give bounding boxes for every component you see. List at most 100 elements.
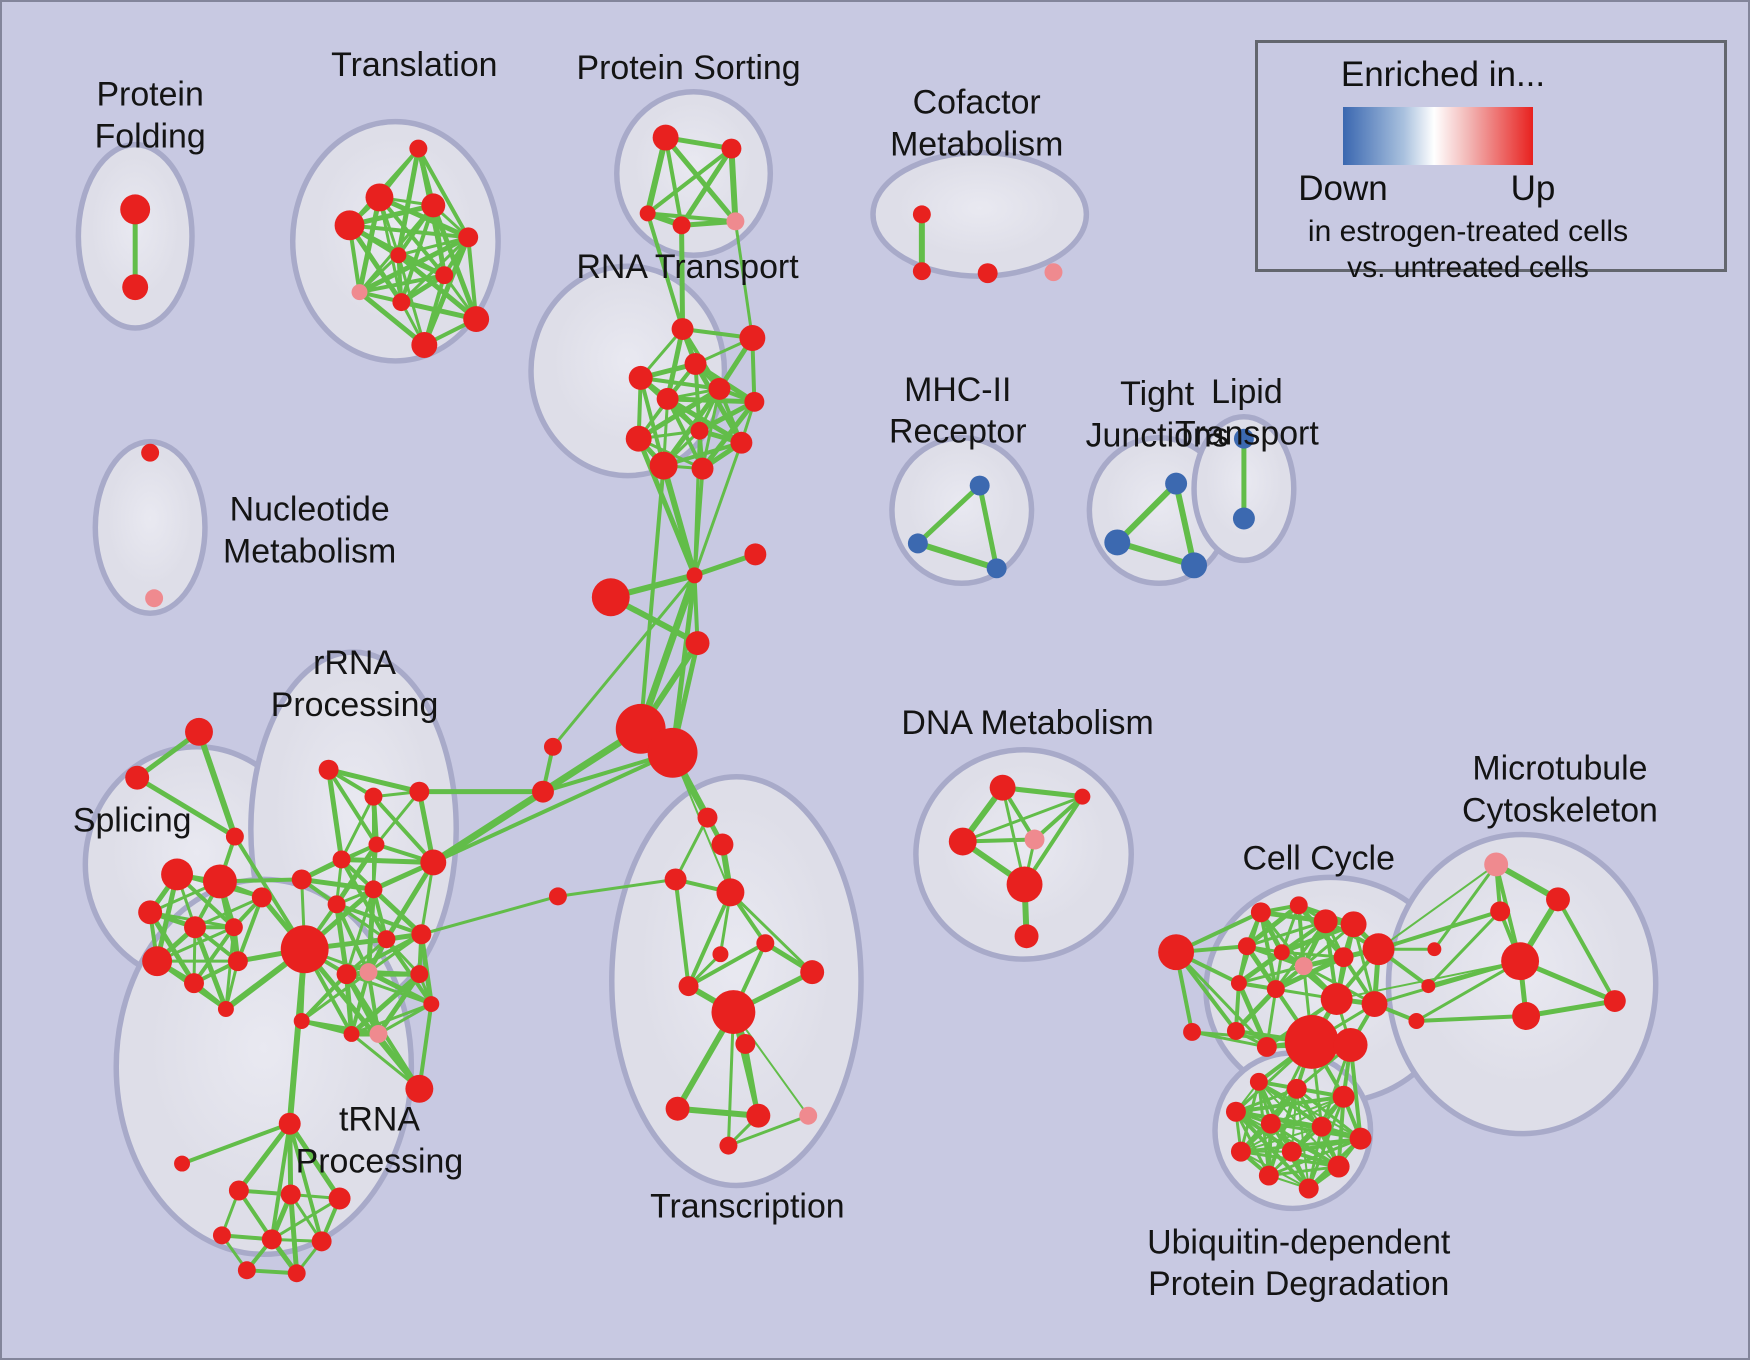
gene-set-node[interactable] [421, 193, 446, 218]
gene-set-node[interactable] [548, 887, 567, 906]
gene-set-node[interactable] [161, 858, 194, 891]
gene-set-node[interactable] [278, 1112, 301, 1135]
gene-set-node[interactable] [543, 737, 562, 756]
gene-set-node[interactable] [410, 965, 429, 984]
gene-set-node[interactable] [184, 973, 204, 994]
gene-set-node[interactable] [1286, 1078, 1307, 1099]
gene-set-node[interactable] [735, 1033, 756, 1054]
gene-set-node[interactable] [1349, 1127, 1372, 1150]
gene-set-node[interactable] [1104, 529, 1131, 556]
gene-set-node[interactable] [1230, 975, 1247, 992]
gene-set-node[interactable] [184, 916, 206, 939]
gene-set-node[interactable] [1181, 552, 1208, 579]
gene-set-node[interactable] [671, 318, 694, 341]
gene-set-node[interactable] [225, 827, 244, 846]
gene-set-node[interactable] [986, 558, 1007, 579]
gene-set-node[interactable] [977, 263, 998, 284]
gene-set-node[interactable] [251, 887, 272, 908]
gene-set-node[interactable] [1512, 1002, 1541, 1030]
gene-set-node[interactable] [686, 567, 703, 584]
gene-set-node[interactable] [712, 946, 729, 963]
gene-set-node[interactable] [726, 212, 745, 231]
gene-set-node[interactable] [411, 332, 438, 358]
gene-set-node[interactable] [185, 717, 213, 746]
gene-set-node[interactable] [369, 1024, 388, 1043]
gene-set-node[interactable] [678, 976, 699, 997]
gene-set-node[interactable] [721, 138, 742, 159]
gene-set-node[interactable] [318, 759, 339, 780]
gene-set-node[interactable] [291, 869, 312, 890]
gene-set-node[interactable] [1284, 1015, 1339, 1069]
gene-set-node[interactable] [1256, 1036, 1277, 1057]
gene-set-node[interactable] [1024, 829, 1045, 850]
gene-set-node[interactable] [1340, 911, 1367, 938]
gene-set-node[interactable] [1333, 947, 1354, 968]
gene-set-node[interactable] [1183, 1022, 1202, 1041]
gene-set-node[interactable] [799, 1106, 818, 1125]
gene-set-node[interactable] [142, 946, 173, 977]
gene-set-node[interactable] [1311, 1116, 1332, 1137]
gene-set-node[interactable] [656, 387, 679, 410]
gene-set-node[interactable] [359, 963, 378, 982]
gene-set-node[interactable] [327, 895, 346, 914]
gene-set-node[interactable] [1074, 788, 1091, 805]
gene-set-node[interactable] [1266, 980, 1285, 999]
gene-set-node[interactable] [1361, 991, 1388, 1018]
gene-set-node[interactable] [365, 183, 394, 212]
gene-set-node[interactable] [1226, 1021, 1245, 1040]
gene-set-node[interactable] [145, 589, 164, 608]
gene-set-node[interactable] [716, 878, 745, 907]
gene-set-node[interactable] [664, 868, 687, 891]
gene-set-node[interactable] [719, 1136, 738, 1155]
gene-set-node[interactable] [665, 1096, 690, 1121]
gene-set-node[interactable] [711, 990, 756, 1034]
gene-set-node[interactable] [1225, 1101, 1246, 1122]
gene-set-node[interactable] [1332, 1085, 1355, 1108]
gene-set-node[interactable] [591, 578, 630, 617]
gene-set-node[interactable] [647, 727, 698, 778]
gene-set-node[interactable] [697, 807, 718, 828]
gene-set-node[interactable] [390, 247, 407, 264]
gene-set-node[interactable] [174, 1155, 191, 1172]
gene-set-node[interactable] [708, 377, 731, 400]
gene-set-node[interactable] [293, 1013, 310, 1029]
gene-set-node[interactable] [625, 425, 652, 452]
gene-set-node[interactable] [1165, 472, 1188, 495]
gene-set-node[interactable] [746, 1103, 771, 1128]
gene-set-node[interactable] [1233, 428, 1254, 449]
gene-set-node[interactable] [1320, 983, 1353, 1016]
gene-set-node[interactable] [125, 765, 150, 790]
gene-set-node[interactable] [1258, 1165, 1279, 1186]
gene-set-node[interactable] [336, 964, 357, 985]
gene-set-node[interactable] [120, 194, 151, 225]
gene-set-node[interactable] [907, 533, 928, 554]
gene-set-node[interactable] [744, 543, 767, 566]
gene-set-node[interactable] [392, 293, 411, 312]
gene-set-node[interactable] [364, 880, 383, 899]
gene-set-node[interactable] [364, 787, 383, 806]
gene-set-node[interactable] [280, 1184, 301, 1205]
gene-set-node[interactable] [1298, 1178, 1319, 1199]
gene-set-node[interactable] [711, 833, 734, 856]
gene-set-node[interactable] [435, 266, 454, 285]
gene-set-node[interactable] [639, 205, 656, 222]
gene-set-node[interactable] [1490, 901, 1511, 922]
gene-set-node[interactable] [1333, 1027, 1368, 1062]
gene-set-node[interactable] [411, 924, 432, 945]
gene-set-node[interactable] [1327, 1155, 1350, 1178]
gene-set-node[interactable] [912, 262, 931, 281]
gene-set-node[interactable] [227, 951, 248, 972]
gene-set-node[interactable] [1249, 1072, 1268, 1091]
gene-set-node[interactable] [1313, 909, 1338, 934]
gene-set-node[interactable] [202, 864, 237, 899]
gene-set-node[interactable] [1232, 507, 1255, 530]
gene-set-node[interactable] [138, 900, 163, 925]
gene-set-node[interactable] [351, 284, 368, 301]
gene-set-node[interactable] [463, 306, 490, 333]
gene-set-node[interactable] [141, 443, 160, 462]
gene-set-node[interactable] [1158, 934, 1195, 971]
gene-set-node[interactable] [228, 1180, 249, 1201]
gene-set-node[interactable] [969, 475, 990, 496]
gene-set-node[interactable] [409, 781, 430, 802]
gene-set-node[interactable] [377, 930, 396, 949]
